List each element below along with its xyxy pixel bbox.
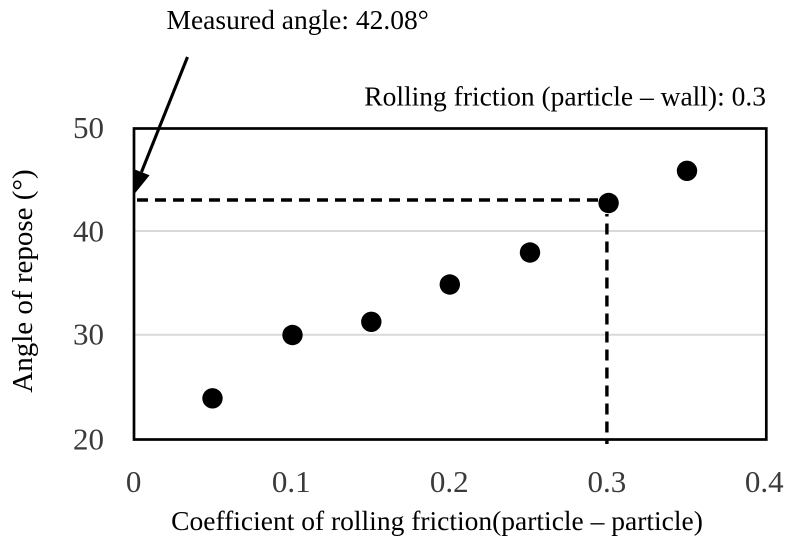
svg-text:20: 20 [73, 422, 104, 457]
svg-text:40: 40 [73, 214, 104, 249]
svg-text:Angle of repose (°): Angle of repose (°) [7, 169, 39, 392]
svg-text:Measured angle: 42.08°: Measured angle: 42.08° [167, 4, 429, 35]
svg-text:0.1: 0.1 [272, 464, 311, 499]
svg-text:0.4: 0.4 [745, 464, 784, 499]
svg-text:0: 0 [126, 464, 142, 499]
svg-text:0.3: 0.3 [588, 464, 627, 499]
svg-text:Coefficient of rolling frictio: Coefficient of rolling friction(particle… [171, 505, 703, 536]
svg-text:Rolling friction (particle – w: Rolling friction (particle – wall): 0.3 [364, 81, 766, 112]
svg-text:0.2: 0.2 [430, 464, 469, 499]
svg-text:50: 50 [73, 110, 104, 145]
svg-text:30: 30 [73, 317, 104, 352]
